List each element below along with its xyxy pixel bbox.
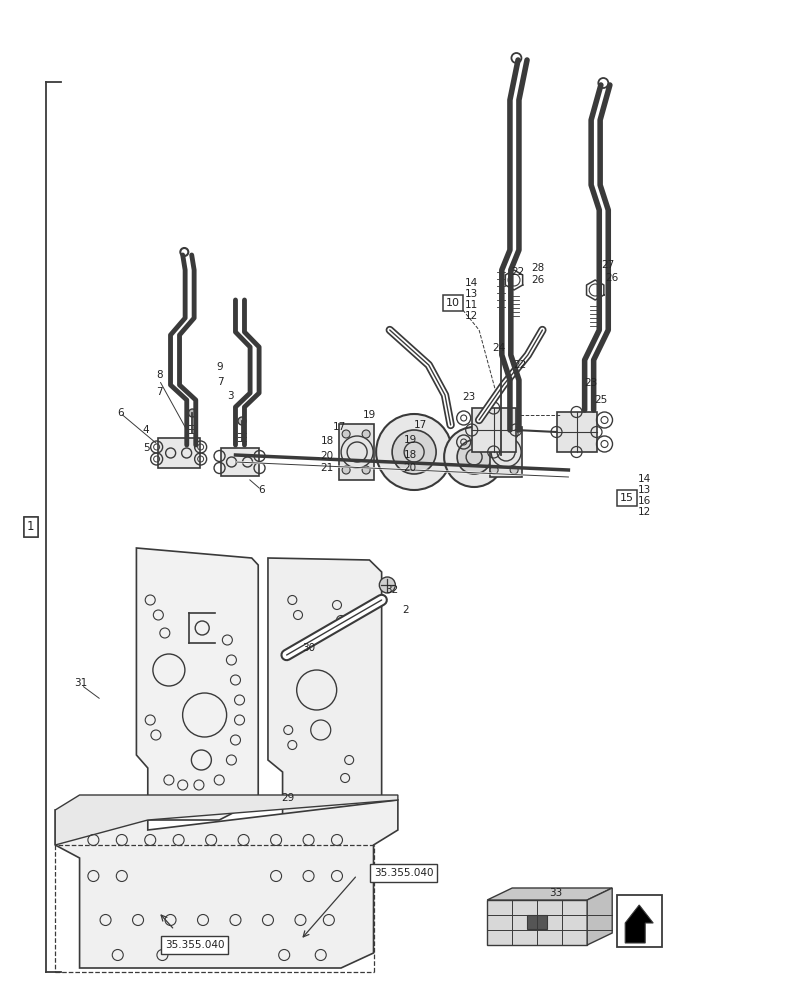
Text: 18: 18 <box>320 436 333 446</box>
Text: 8: 8 <box>156 370 162 380</box>
Polygon shape <box>55 800 397 968</box>
Text: 18: 18 <box>403 450 416 460</box>
Text: 1: 1 <box>27 520 35 534</box>
Polygon shape <box>586 888 611 945</box>
Text: 32: 32 <box>384 585 397 595</box>
Text: 28: 28 <box>531 263 544 273</box>
Bar <box>616 895 662 947</box>
Text: 2: 2 <box>402 605 409 615</box>
Text: 13: 13 <box>637 485 650 495</box>
Text: 22: 22 <box>513 360 526 370</box>
Circle shape <box>188 409 196 417</box>
Text: 7: 7 <box>217 377 223 387</box>
Bar <box>526 915 547 929</box>
Text: 6: 6 <box>258 485 264 495</box>
Text: 9: 9 <box>217 362 223 372</box>
Text: 14: 14 <box>637 474 650 484</box>
Polygon shape <box>268 558 381 818</box>
Circle shape <box>375 414 452 490</box>
Text: 3: 3 <box>227 391 234 401</box>
Circle shape <box>362 430 370 438</box>
Circle shape <box>444 427 504 487</box>
Text: 20: 20 <box>403 463 416 473</box>
Circle shape <box>509 466 517 474</box>
Polygon shape <box>136 548 258 820</box>
Text: 5: 5 <box>143 443 149 453</box>
Circle shape <box>379 577 395 593</box>
Bar <box>221 448 258 476</box>
Text: 24: 24 <box>491 343 504 353</box>
Text: 27: 27 <box>600 260 613 270</box>
Polygon shape <box>487 900 586 945</box>
Bar <box>490 427 521 477</box>
Text: 1: 1 <box>27 520 35 534</box>
Circle shape <box>490 466 497 474</box>
Text: 13: 13 <box>465 289 478 299</box>
Text: 35.355.040: 35.355.040 <box>165 940 225 950</box>
Bar <box>471 408 515 452</box>
Circle shape <box>341 430 350 438</box>
Circle shape <box>341 466 350 474</box>
Bar <box>556 412 596 452</box>
Text: 31: 31 <box>75 678 88 688</box>
Text: 12: 12 <box>465 311 478 321</box>
Text: 12: 12 <box>637 507 650 517</box>
Bar <box>339 424 374 480</box>
Text: 15: 15 <box>619 493 633 503</box>
Text: 25: 25 <box>594 395 607 405</box>
Circle shape <box>238 417 246 425</box>
Circle shape <box>457 440 491 474</box>
Circle shape <box>509 430 517 438</box>
Text: 17: 17 <box>414 420 427 430</box>
Polygon shape <box>55 795 397 845</box>
Text: 23: 23 <box>584 378 597 388</box>
Circle shape <box>392 430 436 474</box>
Circle shape <box>490 430 497 438</box>
Text: 4: 4 <box>143 425 149 435</box>
Text: 21: 21 <box>320 463 333 473</box>
Text: 17: 17 <box>333 422 345 432</box>
Text: 29: 29 <box>281 793 294 803</box>
Text: 19: 19 <box>403 435 416 445</box>
Circle shape <box>362 466 370 474</box>
Polygon shape <box>624 905 652 943</box>
Text: 10: 10 <box>445 298 460 308</box>
Text: 35.355.040: 35.355.040 <box>373 868 433 878</box>
Text: 22: 22 <box>511 267 524 277</box>
Bar <box>157 438 200 468</box>
Text: 6: 6 <box>117 408 123 418</box>
Text: 23: 23 <box>461 392 474 402</box>
Text: 14: 14 <box>465 278 478 288</box>
Polygon shape <box>487 888 611 900</box>
Text: 19: 19 <box>363 410 375 420</box>
Text: 26: 26 <box>604 273 617 283</box>
Text: 26: 26 <box>531 275 544 285</box>
Text: 30: 30 <box>302 643 315 653</box>
Text: 11: 11 <box>465 300 478 310</box>
Text: 33: 33 <box>549 888 562 898</box>
Text: 7: 7 <box>156 387 162 397</box>
Text: 16: 16 <box>637 496 650 506</box>
Text: 20: 20 <box>320 451 333 461</box>
